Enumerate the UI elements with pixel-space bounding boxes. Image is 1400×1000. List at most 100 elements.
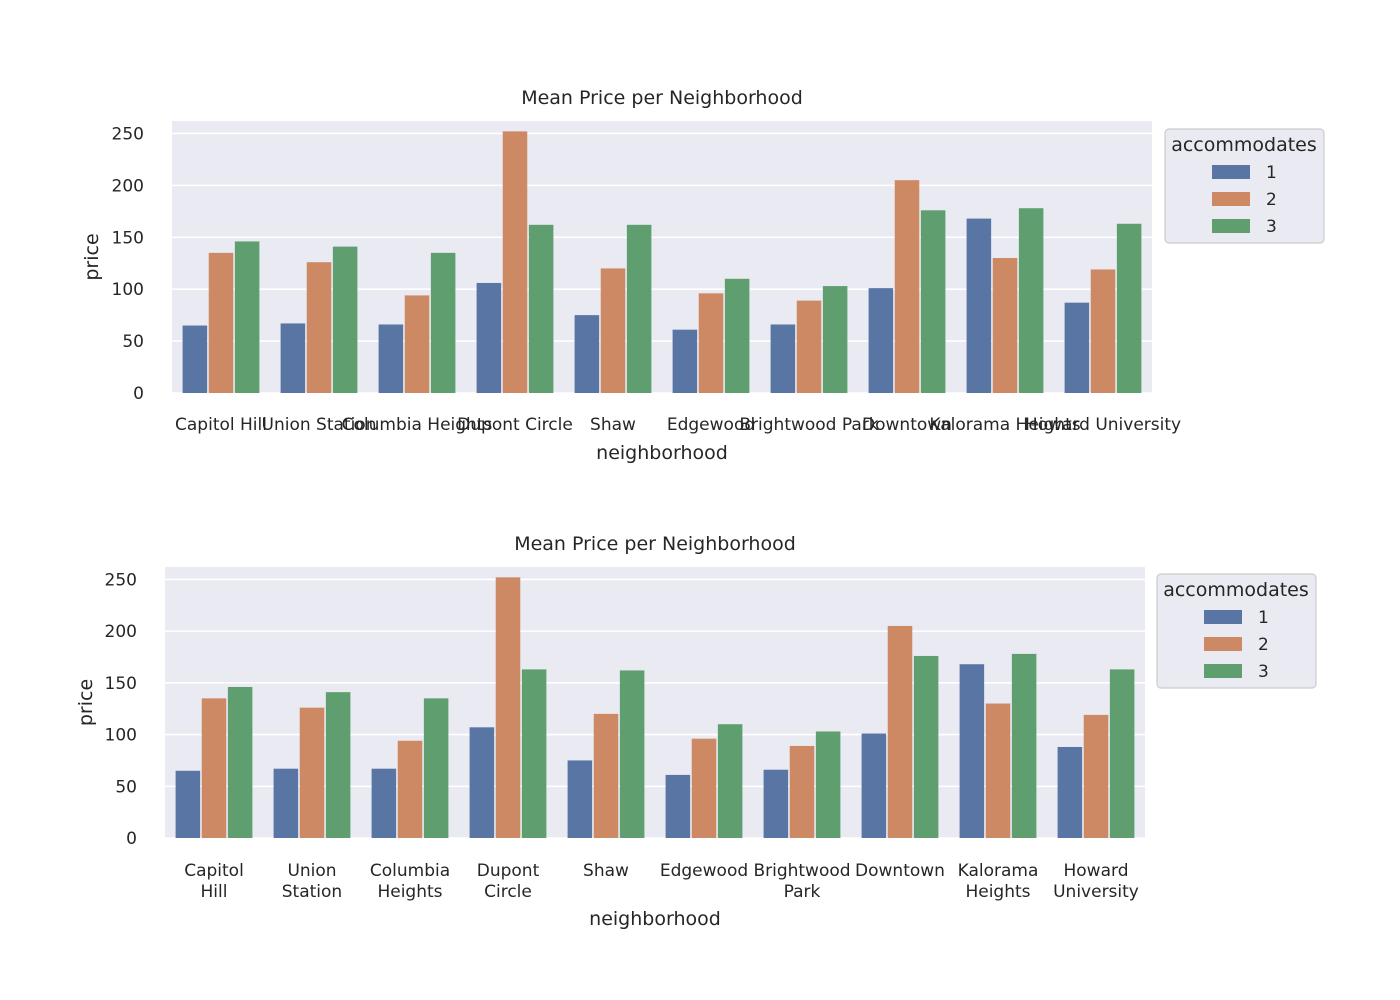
y-tick-label: 0 [126,829,137,849]
bar-series-2-downtown [887,625,913,838]
bar-series-1-capitol-hill [182,325,208,393]
bar-series-1-howard-university [1057,746,1083,838]
x-tick-label: Dupont Circle [477,861,540,902]
x-tick-label: Brightwood Park [753,861,850,902]
x-tick-label: Edgewood [660,861,748,881]
legend-box [1164,128,1325,244]
legend: accommodates 1 2 3 [1164,128,1325,244]
x-tick-label: Dupont Circle [457,415,573,435]
bar-series-3-brightwood-park [822,286,848,393]
x-tick-label: Downtown [855,861,945,881]
chart-title: Mean Price per Neighborhood [514,533,796,555]
x-tick-label: Downtown [862,415,952,435]
x-tick-label: Howard University [1025,415,1181,435]
bar-series-2-howard-university [1083,714,1109,838]
y-tick-label: 250 [105,570,137,590]
x-tick-label: Union Station [282,861,342,902]
y-tick-label: 150 [112,228,144,248]
bar-series-2-union-station [299,707,325,838]
bar-series-3-capitol-hill [234,241,260,393]
legend-swatch-3 [1212,219,1250,233]
legend-label-1: 1 [1258,608,1269,628]
bar-series-1-brightwood-park [770,324,796,393]
bar-series-1-downtown [861,733,887,838]
legend-box [1156,573,1317,689]
x-tick-label: Kalorama Heights [958,861,1039,902]
bar-series-3-edgewood [717,724,743,838]
bar-series-3-union-station [325,692,351,838]
bar-series-3-shaw [626,224,652,393]
legend-title: accommodates [1171,134,1317,156]
bar-series-3-union-station [332,246,358,393]
bar-series-2-columbia-heights [404,295,430,393]
bar-series-3-kalorama-heights [1018,208,1044,393]
bar-series-1-edgewood [672,329,698,393]
bar-series-2-brightwood-park [789,745,815,838]
x-tick-label: Capitol Hill [175,415,267,435]
bar-series-2-shaw [593,713,619,838]
bar-series-1-shaw [567,760,593,838]
x-tick-label: Kalorama Heights [929,415,1080,435]
bar-series-1-kalorama-heights [966,218,992,393]
bar-series-1-capitol-hill [175,770,201,838]
bar-series-1-union-station [280,323,306,393]
bar-series-3-dupont-circle [521,669,547,838]
x-axis-label: neighborhood [589,908,721,930]
x-tick-label: Shaw [583,861,629,881]
bar-series-1-kalorama-heights [959,664,985,838]
bar-series-3-howard-university [1109,669,1135,838]
bar-series-3-howard-university [1116,223,1142,393]
x-tick-label: Union Station [262,415,377,435]
x-axis-label: neighborhood [596,442,728,464]
bar-series-1-dupont-circle [469,727,495,838]
bar-series-3-columbia-heights [430,252,456,393]
bar-series-2-downtown [894,180,920,393]
bar-series-2-howard-university [1090,269,1116,393]
bar-series-2-brightwood-park [796,300,822,393]
x-tick-label: Shaw [590,415,636,435]
y-tick-label: 100 [112,280,144,300]
bar-series-2-dupont-circle [502,131,528,393]
bar-series-1-shaw [574,315,600,393]
bar-series-1-downtown [868,288,894,393]
bar-series-1-dupont-circle [476,282,502,393]
y-axis-label: price [75,679,97,726]
bar-series-1-union-station [273,768,299,838]
bar-series-2-dupont-circle [495,577,521,838]
bar-series-3-brightwood-park [815,731,841,838]
legend-swatch-1 [1212,165,1250,179]
bar-series-3-edgewood [724,278,750,393]
bar-series-2-capitol-hill [208,252,234,393]
bar-series-3-downtown [913,655,939,838]
bar-series-2-kalorama-heights [992,258,1018,393]
y-tick-label: 0 [133,384,144,404]
chart-2: 0 50 100 150 200 250 Capitol Hill Union Station Co… [75,533,1317,930]
bar-series-1-columbia-heights [378,324,404,393]
legend: accommodates 1 2 3 [1156,573,1317,689]
y-tick-label: 50 [122,332,144,352]
x-tick-label: Edgewood [667,415,755,435]
legend-title: accommodates [1163,579,1309,601]
legend-label-3: 3 [1258,662,1269,682]
x-tick-label: Columbia Heights [342,415,493,435]
bar-series-2-edgewood [691,738,717,838]
chart-title: Mean Price per Neighborhood [521,87,803,109]
legend-swatch-3 [1204,664,1242,678]
legend-label-1: 1 [1266,163,1277,183]
y-tick-label: 50 [115,777,137,797]
bar-series-3-columbia-heights [423,698,449,838]
legend-swatch-2 [1212,192,1250,206]
bar-series-3-kalorama-heights [1011,653,1037,838]
legend-swatch-1 [1204,610,1242,624]
bar-series-1-edgewood [665,774,691,838]
bar-series-2-edgewood [698,293,724,393]
bar-series-2-union-station [306,262,332,393]
bar-series-1-howard-university [1064,302,1090,393]
x-tick-label: Capitol Hill [184,861,244,902]
y-tick-label: 200 [112,176,144,196]
bar-series-2-kalorama-heights [985,703,1011,838]
bar-series-2-shaw [600,268,626,393]
bar-series-3-downtown [920,210,946,393]
